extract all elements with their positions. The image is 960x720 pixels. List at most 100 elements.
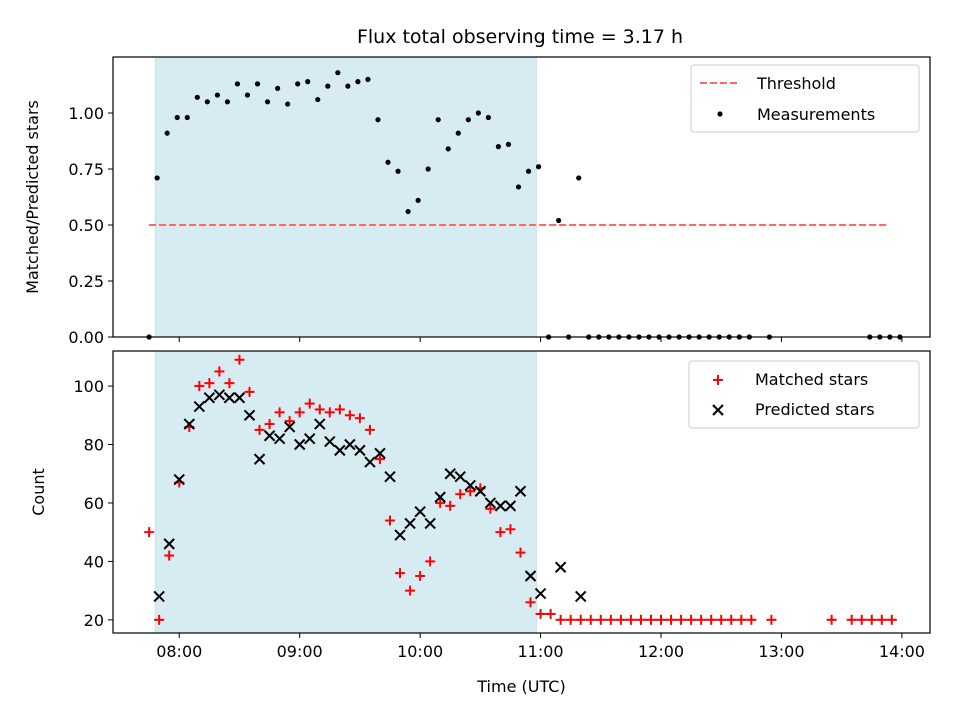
predicted-star-point: [223, 392, 236, 404]
matched-star-point: [766, 614, 777, 625]
top-ytick-label: 0.00: [68, 328, 104, 347]
matched-star-point: [505, 524, 516, 535]
top-x-ticks: [178, 337, 903, 342]
measurement-point: [254, 81, 261, 87]
legend-predicted-label: Predicted stars: [755, 400, 875, 419]
matched-star-point: [435, 497, 446, 508]
measurement-point: [204, 99, 210, 105]
measurement-point: [174, 114, 180, 121]
predicted-star-point: [243, 409, 256, 421]
xtick-label: 09:00: [277, 642, 323, 661]
matched-star-point: [214, 366, 225, 377]
matched-star-point: [585, 614, 596, 625]
measurement-point: [485, 114, 491, 121]
matched-star-point: [666, 614, 677, 625]
top-y-axis-label: Matched/Predicted stars: [23, 100, 42, 294]
predicted-star-point: [253, 453, 266, 465]
matched-star-point: [445, 500, 456, 511]
matched-star-point: [485, 503, 496, 514]
bottom-ytick-label: 20: [84, 611, 104, 630]
measurement-point: [465, 117, 471, 123]
matched-star-point: [334, 404, 345, 415]
matched-star-point: [354, 413, 365, 424]
measurement-point: [355, 79, 361, 85]
predicted-star-point: [464, 479, 477, 492]
measurement-point: [505, 141, 512, 147]
measurement-point: [305, 79, 311, 85]
measurement-point: [244, 92, 251, 98]
measurement-point: [475, 110, 481, 116]
top-axes-frame: [112, 56, 931, 338]
bottom-ytick-label: 80: [84, 436, 104, 455]
matched-star-point: [294, 407, 305, 418]
measurement-point: [556, 217, 562, 224]
matched-star-point: [194, 381, 205, 392]
bottom-y-axis-label: Count: [29, 468, 48, 516]
bottom-x-ticks: 08:00 09:00 10:00 11:00 12:00 13:00 14:00: [156, 633, 925, 661]
measurement-point: [345, 83, 351, 89]
legend-measurements-label: Measurements: [757, 105, 875, 124]
predicted-star-point: [293, 438, 306, 451]
predicted-star-point: [374, 447, 386, 459]
matched-star-point: [565, 614, 576, 625]
predicted-star-point: [484, 497, 497, 509]
measurement-point: [295, 81, 301, 87]
measurement-point: [264, 99, 271, 105]
predicted-star-point: [444, 468, 456, 480]
measurement-point: [375, 117, 381, 123]
top-ytick-label: 0.50: [68, 216, 104, 235]
top-ytick-label: 0.75: [68, 160, 104, 179]
predicted-star-point: [554, 561, 567, 573]
matched-star-point: [204, 378, 215, 389]
measurement-point: [576, 175, 582, 181]
top-panel: Flux total observing time = 3.17 h 0.00 0…: [23, 26, 931, 347]
predicted-star-point: [314, 418, 326, 430]
legend-matched-swatch: [713, 375, 723, 385]
predicted-star-point: [183, 418, 195, 430]
predicted-star-point: [404, 517, 416, 530]
measurement-point: [435, 117, 441, 123]
measurement-point: [415, 197, 421, 203]
matched-star-point: [525, 597, 536, 608]
matched-star-point: [374, 454, 385, 465]
matched-star-point: [415, 571, 426, 582]
bottom-legend: Matched stars Predicted stars: [688, 360, 920, 429]
matched-star-point: [385, 515, 396, 526]
predicted-star-point: [233, 392, 246, 404]
predicted-star-point: [575, 590, 587, 603]
measurement-point: [445, 146, 451, 152]
measurement-point: [325, 83, 331, 89]
bottom-ytick-label: 60: [84, 494, 104, 513]
matched-star-point: [314, 404, 325, 415]
xtick-label: 11:00: [518, 642, 564, 661]
predicted-star-point: [384, 470, 396, 483]
matched-star-point: [395, 568, 406, 579]
bottom-y-ticks: 20 40 60 80 100: [73, 377, 113, 630]
top-ytick-label: 0.25: [68, 272, 104, 291]
matched-star-point: [625, 614, 636, 625]
top-y-ticks: 0.00 0.25 0.50 0.75 1.00: [68, 104, 113, 347]
matched-star-point: [405, 585, 416, 596]
predicted-star-point: [474, 485, 487, 497]
predicted-star-point: [283, 421, 296, 433]
chart-title: Flux total observing time = 3.17 h: [357, 26, 683, 48]
measurement-point: [365, 76, 371, 82]
matched-star-point: [886, 614, 897, 625]
measurement-point: [525, 168, 532, 174]
measurement-point: [335, 70, 341, 76]
legend-matched-label: Matched stars: [755, 370, 868, 389]
matched-star-point: [224, 378, 235, 389]
matched-star-point: [575, 614, 586, 625]
xtick-label: 10:00: [397, 642, 443, 661]
legend-box: [690, 64, 920, 133]
matched-star-point: [284, 416, 295, 427]
measurement-point: [275, 85, 281, 91]
predicted-star-point: [263, 430, 276, 442]
predicted-star-point: [434, 491, 446, 503]
predicted-star-point: [304, 432, 316, 445]
matched-star-point: [364, 424, 375, 435]
xtick-label: 14:00: [879, 642, 925, 661]
matched-star-point: [274, 407, 285, 418]
measurement-point: [234, 81, 241, 87]
